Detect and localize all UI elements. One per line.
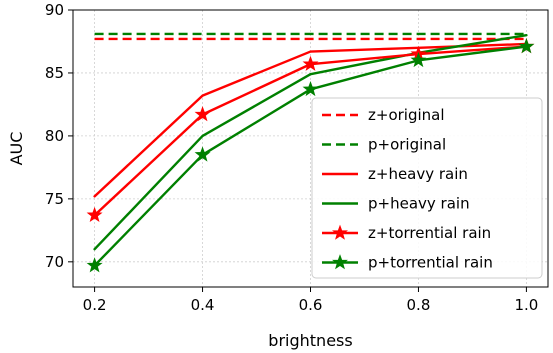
x-tick-label: 0.2 — [83, 296, 107, 314]
data-point-star — [410, 51, 427, 68]
data-point-star — [518, 38, 535, 54]
x-axis-label: brightness — [268, 331, 352, 350]
data-point-star — [86, 206, 103, 223]
legend-label: z+torrential rain — [368, 224, 491, 242]
legend-label: z+original — [368, 106, 445, 124]
legend: z+original p+original z+heavy rain p+heavy … — [311, 97, 543, 279]
legend-label: p+torrential rain — [368, 254, 493, 272]
y-axis-label: AUC — [7, 132, 26, 166]
legend-entry: p+torrential rain — [322, 254, 493, 272]
series-p-heavy-rain — [93, 33, 528, 251]
x-tick-label: 1.0 — [514, 296, 538, 314]
y-tick-label: 75 — [45, 190, 64, 208]
data-point-star — [86, 257, 103, 273]
x-tick-label: 0.8 — [407, 296, 431, 314]
legend-entry: z+heavy rain — [322, 165, 468, 183]
x-tick-label: 0.6 — [299, 296, 323, 314]
data-point-star — [194, 106, 211, 122]
legend-entry: z+original — [322, 106, 445, 124]
y-tick-label: 90 — [45, 1, 64, 19]
legend-label: p+original — [368, 136, 446, 154]
y-tick-label: 80 — [45, 127, 64, 145]
legend-entry: z+torrential rain — [322, 224, 491, 242]
legend-entry: p+original — [322, 136, 446, 154]
legend-label: p+heavy rain — [368, 195, 470, 213]
legend-box — [311, 97, 543, 279]
y-tick-label: 70 — [45, 253, 64, 271]
legend-star-marker — [332, 224, 348, 240]
legend-label: z+heavy rain — [368, 165, 468, 183]
axis-ticks: 0.2 0.4 0.6 0.8 1.0 70 75 80 85 90 — [45, 1, 538, 314]
y-tick-label: 85 — [45, 64, 64, 82]
legend-entry: p+heavy rain — [322, 195, 470, 213]
data-point-star — [302, 80, 319, 97]
series-p-torrential-rain — [86, 38, 535, 273]
series-line — [93, 33, 528, 251]
series-lines — [86, 32, 535, 273]
x-tick-label: 0.4 — [191, 296, 215, 314]
legend-star-marker — [332, 254, 348, 270]
data-point-star — [302, 55, 319, 71]
data-point-star — [194, 146, 211, 162]
